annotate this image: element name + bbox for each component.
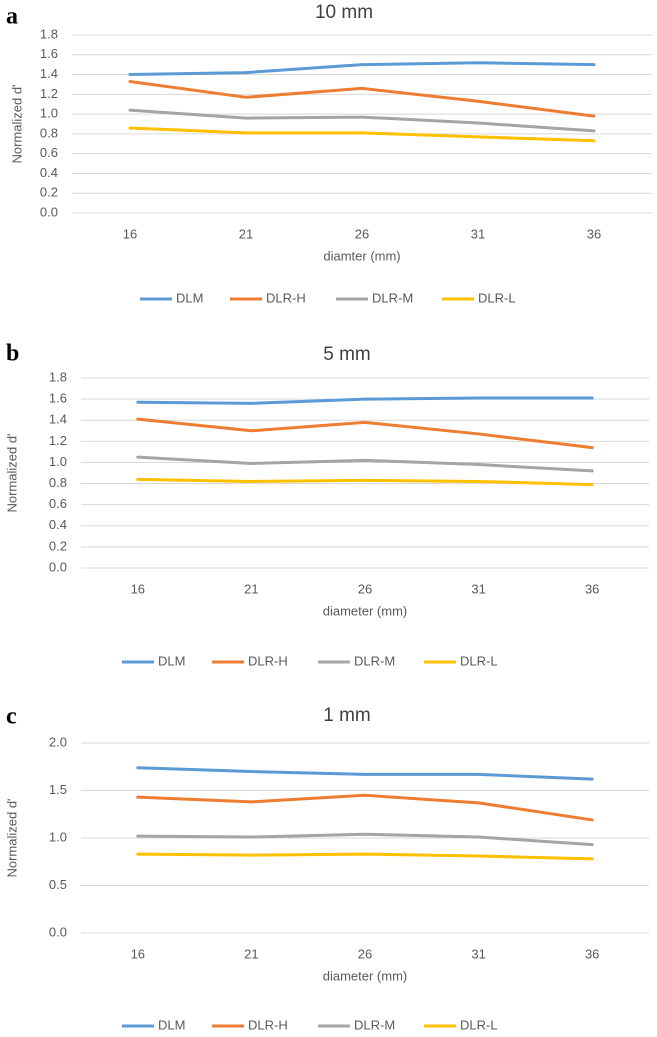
x-axis-label: diamter (mm) <box>323 248 400 263</box>
x-tick-label: 31 <box>471 581 485 596</box>
legend-item: DLM <box>122 653 185 668</box>
legend-item: DLR-M <box>336 290 413 305</box>
y-tick-label: 0.2 <box>40 185 58 200</box>
y-tick-label: 0.6 <box>49 496 67 511</box>
data-line <box>136 793 594 822</box>
y-tick-label: 1.8 <box>40 26 58 41</box>
y-tick-label: 1.6 <box>40 46 58 61</box>
x-tick-label: 36 <box>585 946 599 961</box>
x-tick-label: 31 <box>471 946 485 961</box>
legend-label: DLR-H <box>266 290 306 305</box>
data-line <box>128 61 596 77</box>
data-line <box>128 126 596 143</box>
y-tick-label: 1.0 <box>49 829 67 844</box>
x-tick-label: 21 <box>244 946 258 961</box>
y-tick-label: 1.4 <box>40 66 58 81</box>
chart-title: 5 mm <box>323 344 371 365</box>
y-tick-label: 1.8 <box>49 369 67 384</box>
legend-label: DLR-L <box>478 290 516 305</box>
x-axis-label: diameter (mm) <box>323 968 408 983</box>
data-line <box>128 79 596 118</box>
x-axis-label: diameter (mm) <box>323 603 408 618</box>
chart-title: 10 mm <box>315 2 373 23</box>
y-tick-label: 0.0 <box>49 559 67 574</box>
y-tick-label: 1.0 <box>49 454 67 469</box>
panel-label: b <box>6 341 19 367</box>
y-tick-label: 1.6 <box>49 391 67 406</box>
legend-label: DLR-H <box>248 1017 288 1032</box>
data-line <box>128 108 596 133</box>
y-axis-label: Normalized d' <box>4 433 19 512</box>
legend-item: DLR-H <box>230 290 306 305</box>
legend-item: DLR-L <box>442 290 516 305</box>
data-line <box>136 455 594 473</box>
legend-label: DLR-M <box>354 653 395 668</box>
data-line <box>136 852 594 861</box>
data-line <box>136 396 594 405</box>
x-tick-label: 26 <box>358 581 372 596</box>
legend-item: DLM <box>140 290 203 305</box>
y-axis-label: Normalized d' <box>4 798 19 877</box>
y-tick-label: 0.5 <box>49 877 67 892</box>
legend-label: DLM <box>158 1017 185 1032</box>
panel-label: a <box>6 4 18 30</box>
y-tick-label: 1.4 <box>49 412 67 427</box>
x-tick-label: 16 <box>131 946 145 961</box>
legend-item: DLR-M <box>318 1017 395 1032</box>
y-tick-label: 0.6 <box>40 145 58 160</box>
y-tick-label: 1.0 <box>40 106 58 121</box>
legend-label: DLR-M <box>354 1017 395 1032</box>
legend-label: DLM <box>158 653 185 668</box>
chart-title: 1 mm <box>323 705 371 726</box>
legend-item: DLR-H <box>212 1017 288 1032</box>
legend-label: DLR-H <box>248 653 288 668</box>
data-line <box>136 832 594 847</box>
x-tick-label: 36 <box>587 226 601 241</box>
y-axis-label: Normalized d' <box>9 84 24 163</box>
legend-item: DLR-L <box>424 653 498 668</box>
x-tick-label: 31 <box>471 226 485 241</box>
data-line <box>136 477 594 487</box>
y-tick-label: 0.0 <box>40 204 58 219</box>
panel-label: c <box>6 704 17 730</box>
y-tick-label: 2.0 <box>49 734 67 749</box>
x-tick-label: 26 <box>358 946 372 961</box>
legend-item: DLM <box>122 1017 185 1032</box>
x-tick-label: 26 <box>355 226 369 241</box>
y-tick-label: 1.2 <box>49 433 67 448</box>
legend-label: DLR-L <box>460 653 498 668</box>
legend-item: DLR-M <box>318 653 395 668</box>
legend-item: DLR-L <box>424 1017 498 1032</box>
y-tick-label: 0.8 <box>40 125 58 140</box>
x-tick-label: 21 <box>244 581 258 596</box>
y-tick-label: 1.5 <box>49 782 67 797</box>
legend-label: DLR-L <box>460 1017 498 1032</box>
legend-label: DLM <box>176 290 203 305</box>
y-tick-label: 1.2 <box>40 86 58 101</box>
legend-label: DLR-M <box>372 290 413 305</box>
x-tick-label: 21 <box>239 226 253 241</box>
x-tick-label: 16 <box>131 581 145 596</box>
data-line <box>136 766 594 781</box>
legend-item: DLR-H <box>212 653 288 668</box>
y-tick-label: 0.4 <box>40 165 58 180</box>
data-line <box>136 417 594 450</box>
y-tick-label: 0.4 <box>49 517 67 532</box>
x-tick-label: 16 <box>123 226 137 241</box>
y-tick-label: 0.0 <box>49 924 67 939</box>
y-tick-label: 0.8 <box>49 475 67 490</box>
y-tick-label: 0.2 <box>49 538 67 553</box>
x-tick-label: 36 <box>585 581 599 596</box>
